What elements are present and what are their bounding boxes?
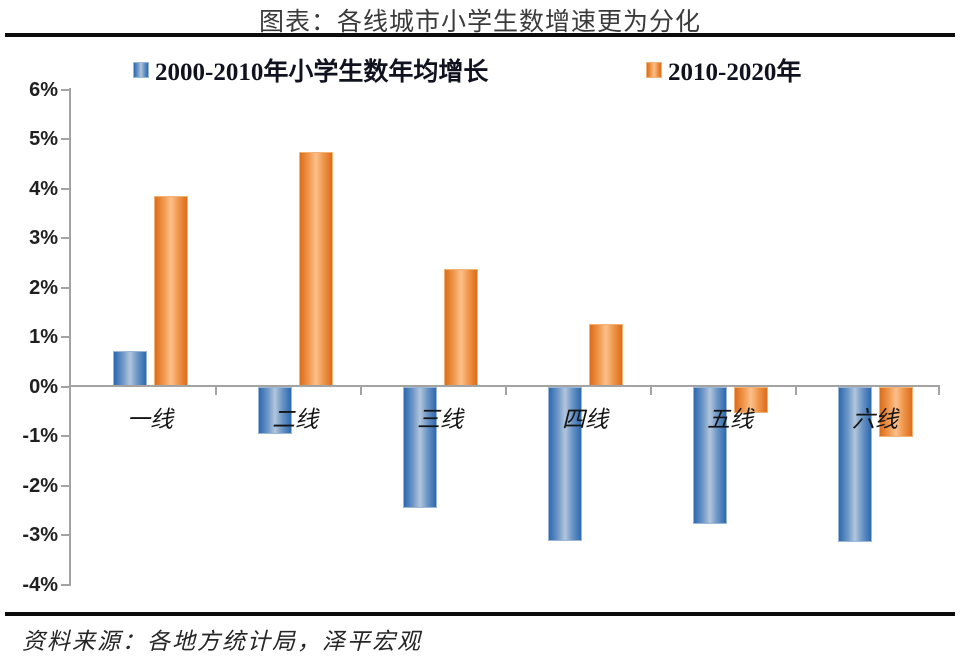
x-axis-label: 六线 bbox=[852, 407, 898, 432]
chart-title: 图表：各线城市小学生数增速更为分化 bbox=[258, 9, 701, 36]
x-axis-tick bbox=[360, 387, 362, 395]
bar-s0-c0 bbox=[113, 350, 147, 387]
x-axis-tick bbox=[505, 387, 507, 395]
y-axis-label: -1% bbox=[22, 425, 58, 447]
bar-s0-c5 bbox=[838, 386, 872, 542]
y-axis-tick bbox=[61, 138, 70, 140]
y-axis-label: -2% bbox=[22, 474, 58, 497]
y-axis-label: 1% bbox=[29, 326, 58, 348]
y-axis-tick bbox=[61, 336, 70, 338]
y-axis-line bbox=[69, 88, 71, 586]
y-axis-label: 2% bbox=[29, 276, 58, 299]
y-axis-label: 6% bbox=[29, 78, 58, 101]
bar-s1-c0 bbox=[154, 195, 188, 387]
bar-s1-c2 bbox=[444, 268, 478, 387]
bar-s1-c3 bbox=[589, 323, 623, 387]
legend-swatch-blue-icon bbox=[133, 62, 149, 78]
x-axis-label: 二线 bbox=[272, 407, 318, 432]
y-axis-label: 4% bbox=[29, 177, 58, 200]
top-divider bbox=[5, 33, 955, 37]
y-axis-label: 5% bbox=[29, 128, 58, 150]
y-axis-label: 0% bbox=[29, 375, 58, 398]
y-axis-tick bbox=[61, 484, 70, 487]
bar-s0-c4 bbox=[693, 386, 727, 524]
y-axis-label: -3% bbox=[22, 524, 58, 546]
x-axis-tick bbox=[938, 387, 940, 395]
x-axis-label: 三线 bbox=[417, 407, 463, 432]
bar-s1-c1 bbox=[299, 151, 333, 387]
x-axis-line bbox=[69, 384, 940, 388]
bar-s0-c1 bbox=[258, 386, 292, 434]
y-axis-label: 3% bbox=[29, 227, 58, 249]
y-axis-tick bbox=[61, 385, 70, 388]
legend-item-2010-2020: 2010-2020年 bbox=[646, 55, 802, 86]
x-axis-label: 四线 bbox=[562, 407, 608, 432]
y-axis-tick bbox=[61, 187, 70, 190]
y-axis-tick bbox=[61, 583, 70, 586]
bar-s0-c2 bbox=[403, 386, 437, 508]
x-axis-label: 五线 bbox=[707, 407, 753, 432]
y-axis-tick bbox=[61, 435, 70, 437]
y-axis-label: -4% bbox=[22, 573, 58, 596]
legend-swatch-orange-icon bbox=[646, 62, 662, 78]
y-axis-tick bbox=[61, 237, 70, 239]
y-axis-tick bbox=[61, 534, 70, 536]
bottom-divider bbox=[5, 612, 955, 616]
legend-label-2010-2020: 2010-2020年 bbox=[668, 59, 802, 86]
y-axis-tick bbox=[61, 286, 70, 289]
source-note: 资料来源：各地方统计局，泽平宏观 bbox=[22, 629, 422, 654]
x-axis-tick bbox=[215, 387, 217, 395]
y-axis-tick bbox=[61, 88, 70, 91]
x-axis-tick bbox=[795, 387, 797, 395]
legend-item-2000-2010: 2000-2010年小学生数年均增长 bbox=[133, 55, 489, 86]
x-axis-tick bbox=[650, 387, 652, 395]
bar-s1-c5 bbox=[879, 386, 913, 437]
x-axis-label: 一线 bbox=[127, 407, 173, 432]
legend-label-2000-2010: 2000-2010年小学生数年均增长 bbox=[155, 59, 489, 86]
bar-s0-c3 bbox=[548, 386, 582, 541]
